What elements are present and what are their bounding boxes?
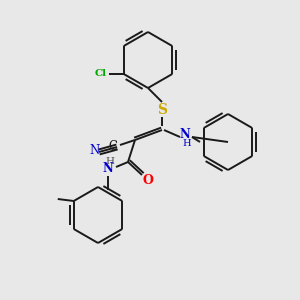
Text: S: S (157, 103, 167, 117)
Text: N: N (180, 128, 190, 142)
Text: H: H (106, 158, 115, 166)
Text: C: C (109, 140, 118, 152)
Text: N: N (103, 163, 113, 176)
Text: N: N (90, 145, 100, 158)
Text: H: H (183, 139, 191, 148)
Text: O: O (142, 173, 153, 187)
Text: Cl: Cl (95, 70, 107, 79)
